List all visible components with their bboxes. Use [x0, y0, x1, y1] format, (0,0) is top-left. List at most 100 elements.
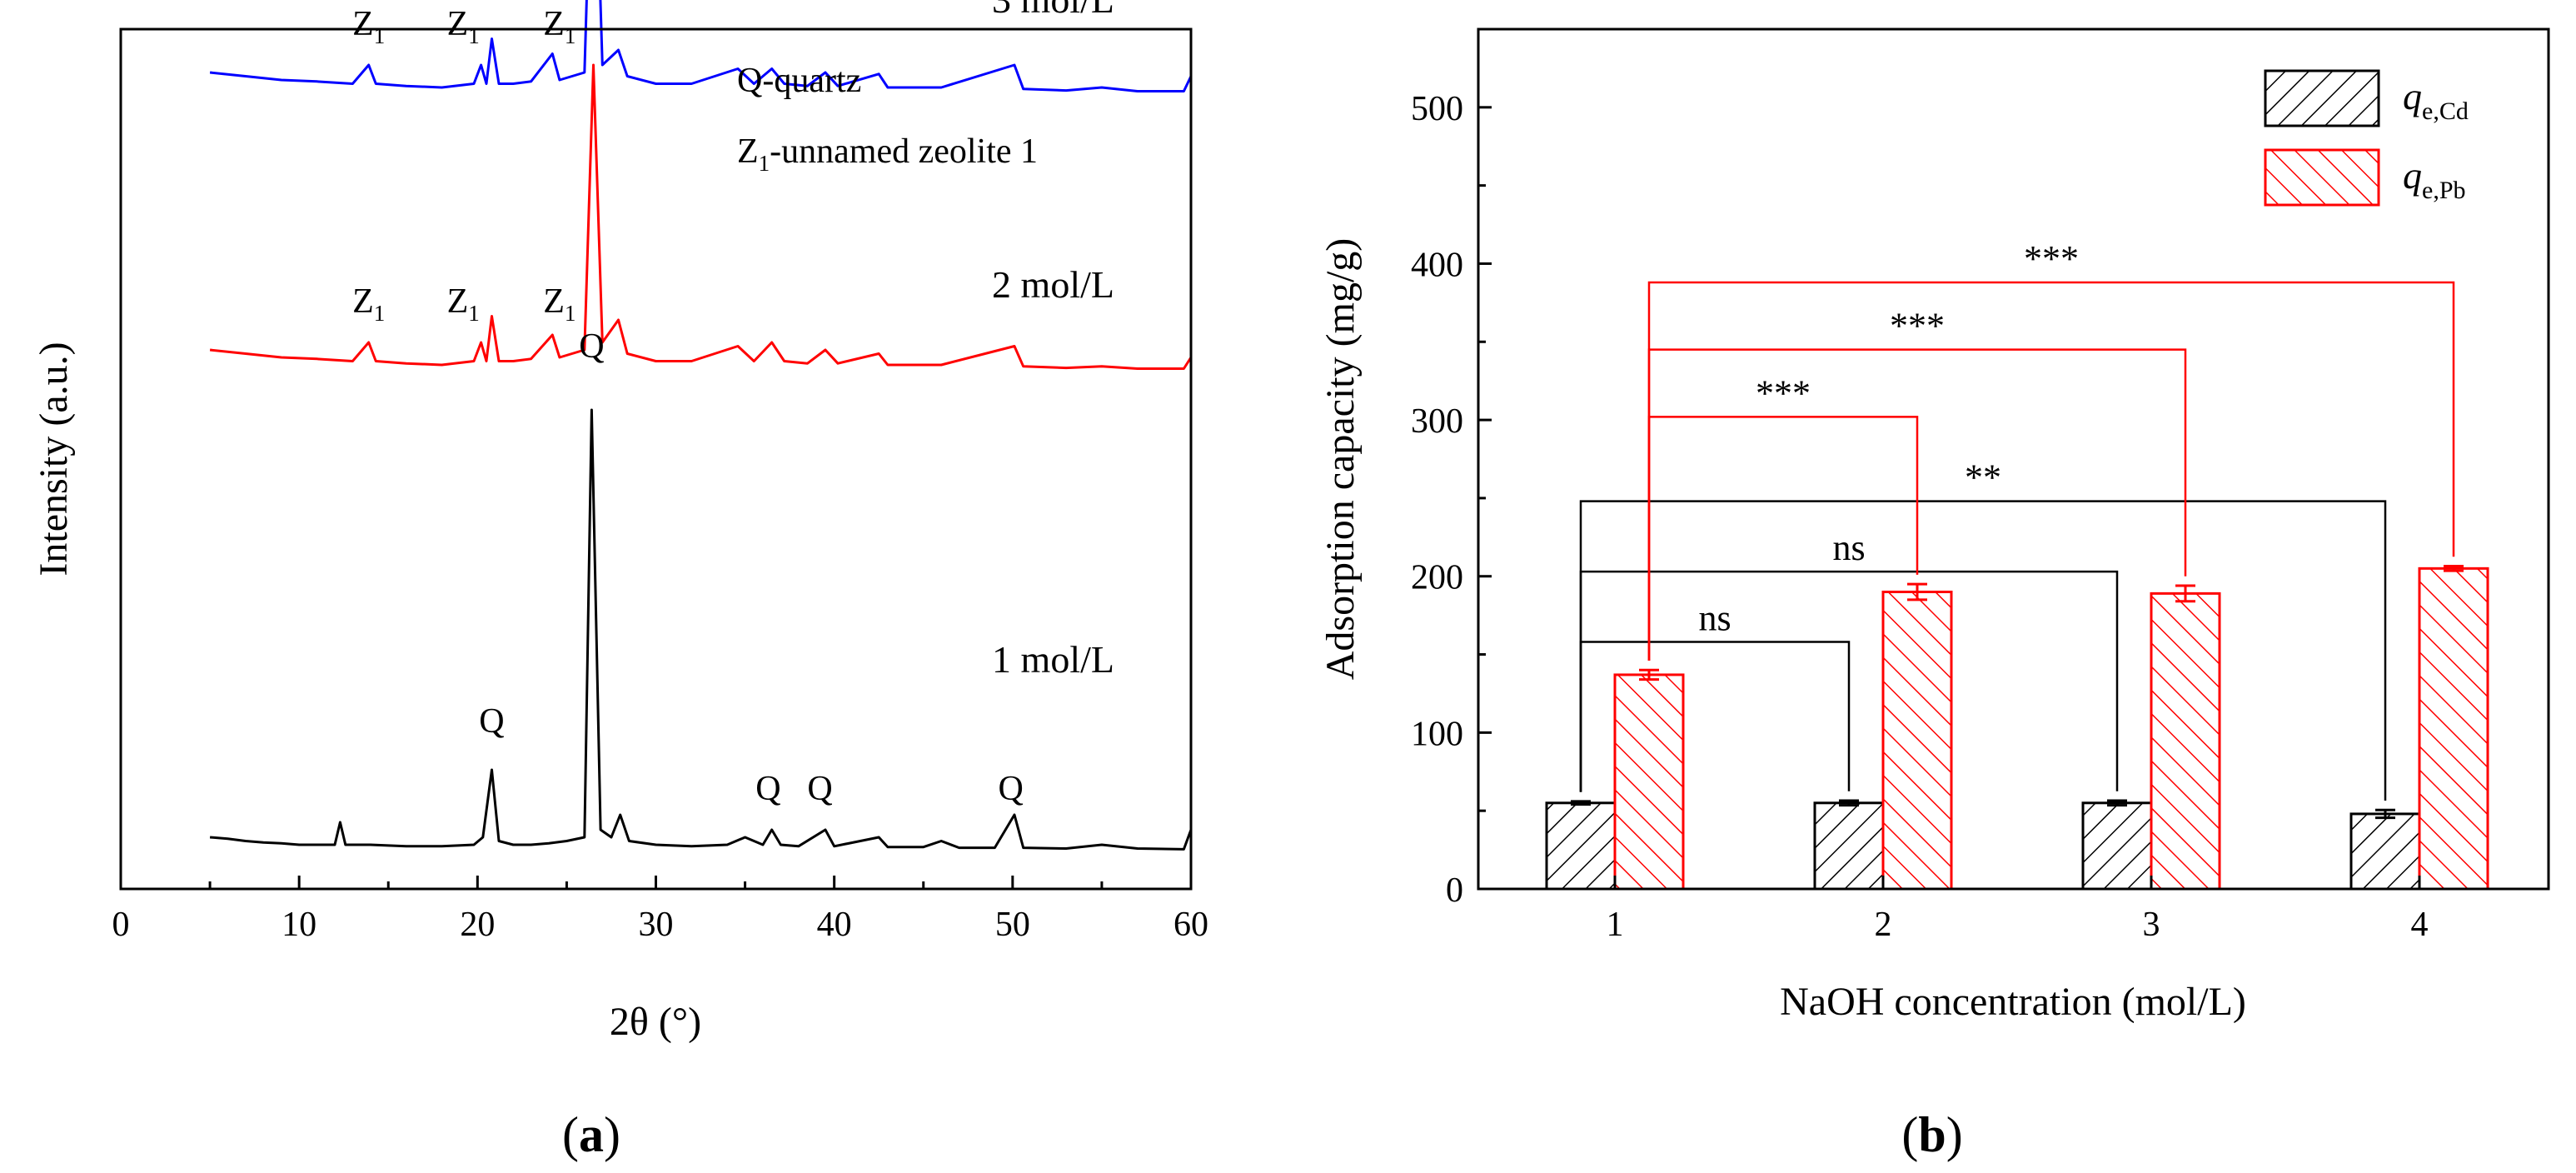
xrd-line-1 [209, 408, 1193, 851]
x-tick-label: 60 [1173, 906, 1208, 944]
peak-label-letter: Q [999, 770, 1024, 808]
panel-label-a: (a) [562, 1107, 620, 1162]
peak-label-subscript: 1 [468, 301, 480, 326]
significance-label: *** [1756, 372, 1811, 413]
peak-label: Q [579, 327, 604, 366]
y-tick-label: 400 [1411, 246, 1463, 284]
peak-label: Q [999, 770, 1024, 808]
peak-label: Q [479, 702, 504, 741]
legend-text-quartz: Q-quartz [737, 62, 861, 100]
x-tick-label: 1 [1607, 906, 1624, 944]
panel-letter-a: a [579, 1107, 604, 1162]
y-tick-label: 200 [1411, 559, 1463, 597]
peak-label-letter: Q [479, 702, 504, 741]
y-axis-label: Adsorption capacity (mg/g) [1318, 238, 1363, 681]
bar-e-Cd-1 [1545, 801, 1617, 891]
significance-label: ns [1698, 598, 1731, 639]
peak-label-letter: Q [579, 327, 604, 366]
peak-label-letter: Z [447, 5, 469, 43]
y-axis-ticks: 0 100 200 300 400 500 [1411, 90, 1492, 910]
significance-bracket [1647, 281, 2455, 661]
panel-label-b: (b) [1901, 1107, 1962, 1162]
legend-text-zeolite: Z1-unnamed zeolite 1 [737, 132, 1038, 176]
peak-label: Q [755, 770, 780, 808]
x-tick-label: 20 [460, 906, 495, 944]
curve-label: 3 mol/L [992, 0, 1114, 21]
peak-label: Z1 [447, 282, 480, 326]
panel-letter-b: b [1918, 1107, 1946, 1162]
x-tick-label: 50 [995, 906, 1030, 944]
xrd-series-group [209, 0, 1193, 851]
peak-label-subscript: 1 [468, 23, 480, 48]
significance-label: *** [2024, 238, 2079, 279]
peak-label-letter: Z [447, 282, 469, 321]
peak-annotations: QQQQQZ1Z1Z1Z1Z1Z1Z1Z1Z1 [352, 5, 1024, 808]
y-tick-label: 100 [1411, 715, 1463, 753]
curve-labels: 1 mol/L2 mol/L3 mol/L4 mol/L [992, 0, 1114, 681]
x-axis-ticks: 1 2 3 4 [1607, 876, 2429, 944]
plot-area-frame [1477, 27, 2550, 891]
peak-label-letter: Z [543, 282, 565, 321]
peak-label: Z1 [352, 5, 385, 48]
y-axis-label: Intensity (a.u.) [32, 342, 76, 576]
curve-label: 2 mol/L [992, 263, 1114, 306]
peak-label-subscript: 1 [565, 301, 576, 326]
peak-label-letter: Z [352, 5, 374, 43]
x-tick-label: 40 [817, 906, 852, 944]
peak-label-subscript: 1 [374, 23, 386, 48]
legend-zeolite-rest: -unnamed zeolite 1 [770, 132, 1038, 171]
bar-e-Pb-1 [1613, 673, 1685, 891]
legend-label-symbol: q [2403, 75, 2422, 117]
peak-label: Q [807, 770, 832, 808]
x-tick-label: 4 [2411, 906, 2429, 944]
peak-label: Z1 [543, 282, 575, 326]
legend-label-symbol: q [2403, 154, 2422, 197]
peak-label: Z1 [352, 282, 385, 326]
xrd-panel: QQQQQZ1Z1Z1Z1Z1Z1Z1Z1Z1 1 mol/L2 mol/L3 … [32, 0, 1208, 1162]
peak-label-letter: Z [543, 5, 565, 43]
x-tick-label: 0 [112, 906, 130, 944]
significance-bracket [1647, 416, 1919, 661]
peak-label-subscript: 1 [374, 301, 386, 326]
peak-label-letter: Z [352, 282, 374, 321]
bar-e-Cd-4 [2349, 812, 2421, 891]
legend-label-subscript: e,Pb [2422, 177, 2466, 204]
peak-label-letter: Q [807, 770, 832, 808]
legend-swatch [2264, 148, 2380, 207]
legend-zeolite-subscript: 1 [759, 151, 770, 176]
legend-swatch [2264, 69, 2380, 127]
xrd-line-3 [209, 0, 1193, 92]
bar-e-Pb-2 [1881, 590, 1953, 891]
x-tick-label: 3 [2143, 906, 2160, 944]
x-tick-label: 2 [1875, 906, 1892, 944]
significance-label: ** [1965, 457, 2001, 498]
bar-e-Pb-3 [2150, 591, 2221, 891]
y-tick-label: 300 [1411, 402, 1463, 441]
x-axis-label: 2θ (°) [610, 1000, 701, 1044]
bar-e-Cd-2 [1813, 801, 1885, 891]
legend-label-subscript: e,Cd [2422, 97, 2469, 125]
legend-label: qe,Pb [2403, 154, 2466, 204]
x-axis-label: NaOH concentration (mol/L) [1780, 980, 2246, 1024]
xrd-line-2 [209, 63, 1193, 370]
bars-group [1545, 565, 2489, 891]
bar-e-Pb-4 [2418, 567, 2489, 891]
y-tick-label: 0 [1446, 871, 1463, 910]
y-tick-label: 500 [1411, 90, 1463, 128]
x-tick-label: 10 [282, 906, 316, 944]
peak-label-letter: Q [755, 770, 780, 808]
x-tick-label: 30 [639, 906, 674, 944]
curve-label: 1 mol/L [992, 638, 1114, 681]
peak-label: Z1 [447, 5, 480, 48]
significance-label: *** [1890, 306, 1945, 347]
legend-zeolite-letter: Z [737, 132, 759, 171]
significance-label: ns [1832, 527, 1865, 568]
bar-e-Cd-3 [2081, 801, 2153, 891]
peak-label-subscript: 1 [565, 23, 576, 48]
significance-bracket [1579, 500, 2387, 801]
legend-label: qe,Cd [2403, 75, 2469, 125]
